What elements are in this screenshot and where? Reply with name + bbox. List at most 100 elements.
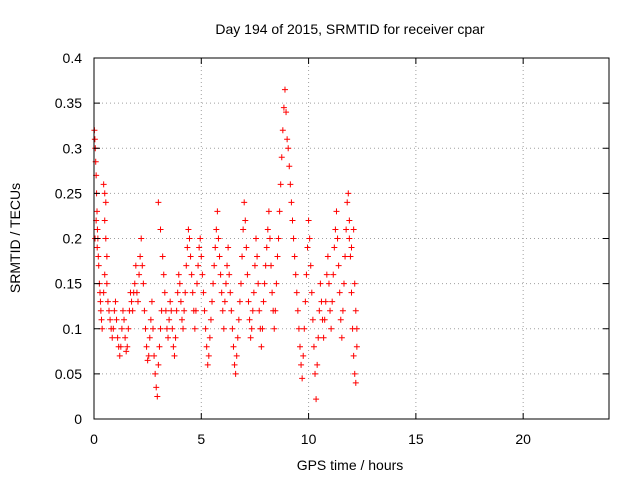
data-point: [174, 289, 181, 296]
data-point: [323, 271, 330, 278]
data-point: [308, 289, 315, 296]
data-point: [113, 316, 120, 323]
data-point: [103, 253, 110, 260]
data-point: [278, 154, 285, 161]
data-point: [101, 271, 108, 278]
data-point: [300, 352, 307, 359]
data-point: [183, 262, 190, 269]
chart-title: Day 194 of 2015, SRMTID for receiver cpa…: [215, 21, 485, 37]
data-point: [94, 208, 101, 215]
data-point: [284, 136, 291, 143]
data-point: [331, 244, 338, 251]
data-point: [106, 307, 113, 314]
data-point: [265, 208, 272, 215]
data-point: [125, 325, 132, 332]
data-points: [91, 86, 360, 403]
x-tick-label: 15: [408, 431, 424, 447]
data-point: [110, 325, 117, 332]
data-point: [119, 307, 126, 314]
data-point: [143, 343, 150, 350]
data-point: [264, 226, 271, 233]
y-axis-ticks: 0 0.05 0.1 0.15 0.2 0.25 0.3 0.35 0.4: [55, 50, 609, 427]
data-point: [297, 343, 303, 350]
data-point: [268, 262, 275, 269]
data-point: [233, 352, 240, 359]
data-point: [175, 271, 182, 278]
data-point: [103, 280, 110, 287]
data-point: [129, 307, 136, 314]
data-point: [100, 181, 107, 188]
data-point: [132, 262, 139, 269]
data-point: [165, 334, 172, 341]
data-point: [220, 325, 227, 332]
data-point: [111, 307, 118, 314]
data-point: [218, 289, 225, 296]
data-point: [315, 334, 322, 341]
data-point: [344, 199, 351, 206]
data-point: [256, 307, 263, 314]
data-point: [324, 253, 331, 260]
y-tick-label: 0.3: [63, 140, 83, 156]
data-point: [286, 163, 293, 170]
data-point: [144, 357, 151, 364]
data-point: [222, 280, 229, 287]
data-point: [172, 334, 179, 341]
data-point: [352, 307, 359, 314]
data-point: [346, 235, 353, 242]
data-point: [247, 334, 254, 341]
data-point: [151, 352, 158, 359]
data-point: [255, 280, 262, 287]
data-point: [254, 253, 261, 260]
data-point: [289, 217, 296, 224]
data-point: [219, 307, 226, 314]
data-point: [191, 325, 198, 332]
data-point: [258, 343, 265, 350]
data-point: [178, 316, 185, 323]
data-point: [155, 361, 162, 368]
data-point: [303, 271, 310, 278]
data-point: [207, 316, 214, 323]
data-point: [176, 280, 183, 287]
data-point: [280, 104, 287, 111]
data-point: [180, 325, 187, 332]
data-point: [316, 307, 323, 314]
data-point: [345, 190, 352, 197]
data-point: [350, 226, 357, 233]
data-point: [293, 289, 300, 296]
data-point: [279, 127, 286, 134]
data-point: [157, 226, 164, 233]
data-point: [117, 343, 124, 350]
data-point: [346, 217, 353, 224]
data-point: [350, 352, 357, 359]
y-tick-label: 0.25: [55, 185, 82, 201]
data-point: [102, 235, 109, 242]
data-point: [203, 343, 210, 350]
data-point: [107, 316, 114, 323]
data-point: [150, 325, 157, 332]
data-point: [241, 199, 248, 206]
data-point: [301, 325, 308, 332]
data-point: [102, 199, 109, 206]
data-point: [225, 244, 232, 251]
data-point: [343, 226, 350, 233]
data-point: [290, 235, 297, 242]
data-point: [99, 325, 106, 332]
data-point: [215, 235, 222, 242]
data-point: [274, 253, 281, 260]
data-point: [118, 325, 125, 332]
data-point: [336, 289, 343, 296]
data-point: [314, 361, 321, 368]
data-point: [243, 244, 250, 251]
x-axis-ticks: 0 5 10 15 20: [90, 58, 531, 447]
data-point: [147, 316, 154, 323]
data-point: [196, 244, 203, 251]
data-point: [166, 316, 173, 323]
x-tick-label: 10: [301, 431, 317, 447]
data-point: [321, 316, 328, 323]
data-point: [335, 262, 342, 269]
data-point: [333, 208, 340, 215]
data-point: [325, 280, 332, 287]
data-point: [304, 244, 311, 251]
data-point: [157, 325, 164, 332]
data-point: [266, 235, 273, 242]
